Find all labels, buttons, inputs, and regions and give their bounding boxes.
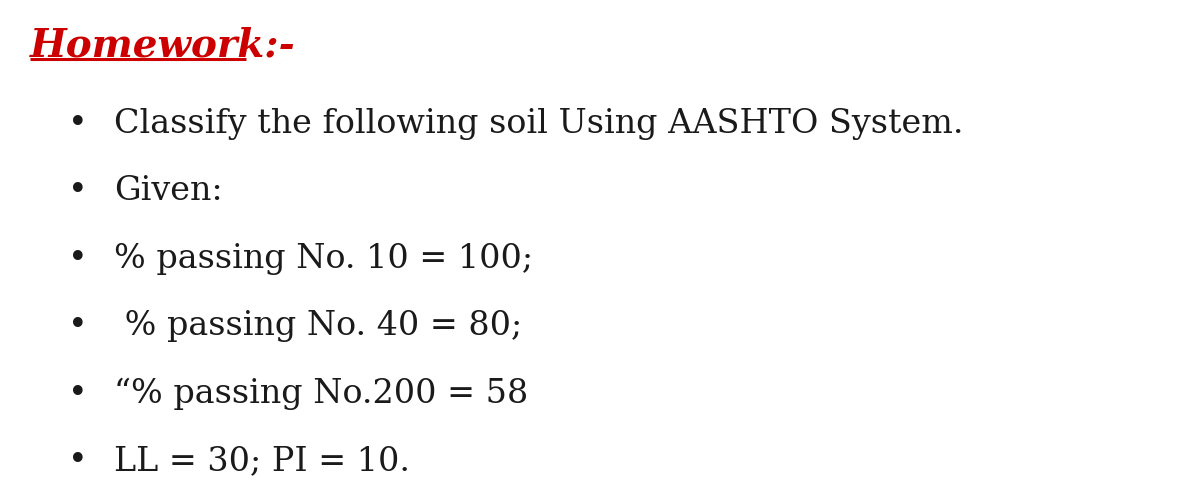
Text: “% passing No.200 = 58: “% passing No.200 = 58 (114, 377, 528, 409)
Text: % passing No. 40 = 80;: % passing No. 40 = 80; (114, 309, 522, 341)
Text: % passing No. 10 = 100;: % passing No. 10 = 100; (114, 242, 533, 274)
Text: Given:: Given: (114, 175, 223, 206)
Text: LL = 30; PI = 10.: LL = 30; PI = 10. (114, 444, 410, 476)
Text: Homework:-: Homework:- (30, 27, 295, 65)
Text: •: • (68, 175, 88, 206)
Text: •: • (68, 107, 88, 139)
Text: •: • (68, 377, 88, 408)
Text: •: • (68, 444, 88, 476)
Text: •: • (68, 242, 88, 274)
Text: •: • (68, 309, 88, 341)
Text: Classify the following soil Using AASHTO System.: Classify the following soil Using AASHTO… (114, 107, 964, 139)
